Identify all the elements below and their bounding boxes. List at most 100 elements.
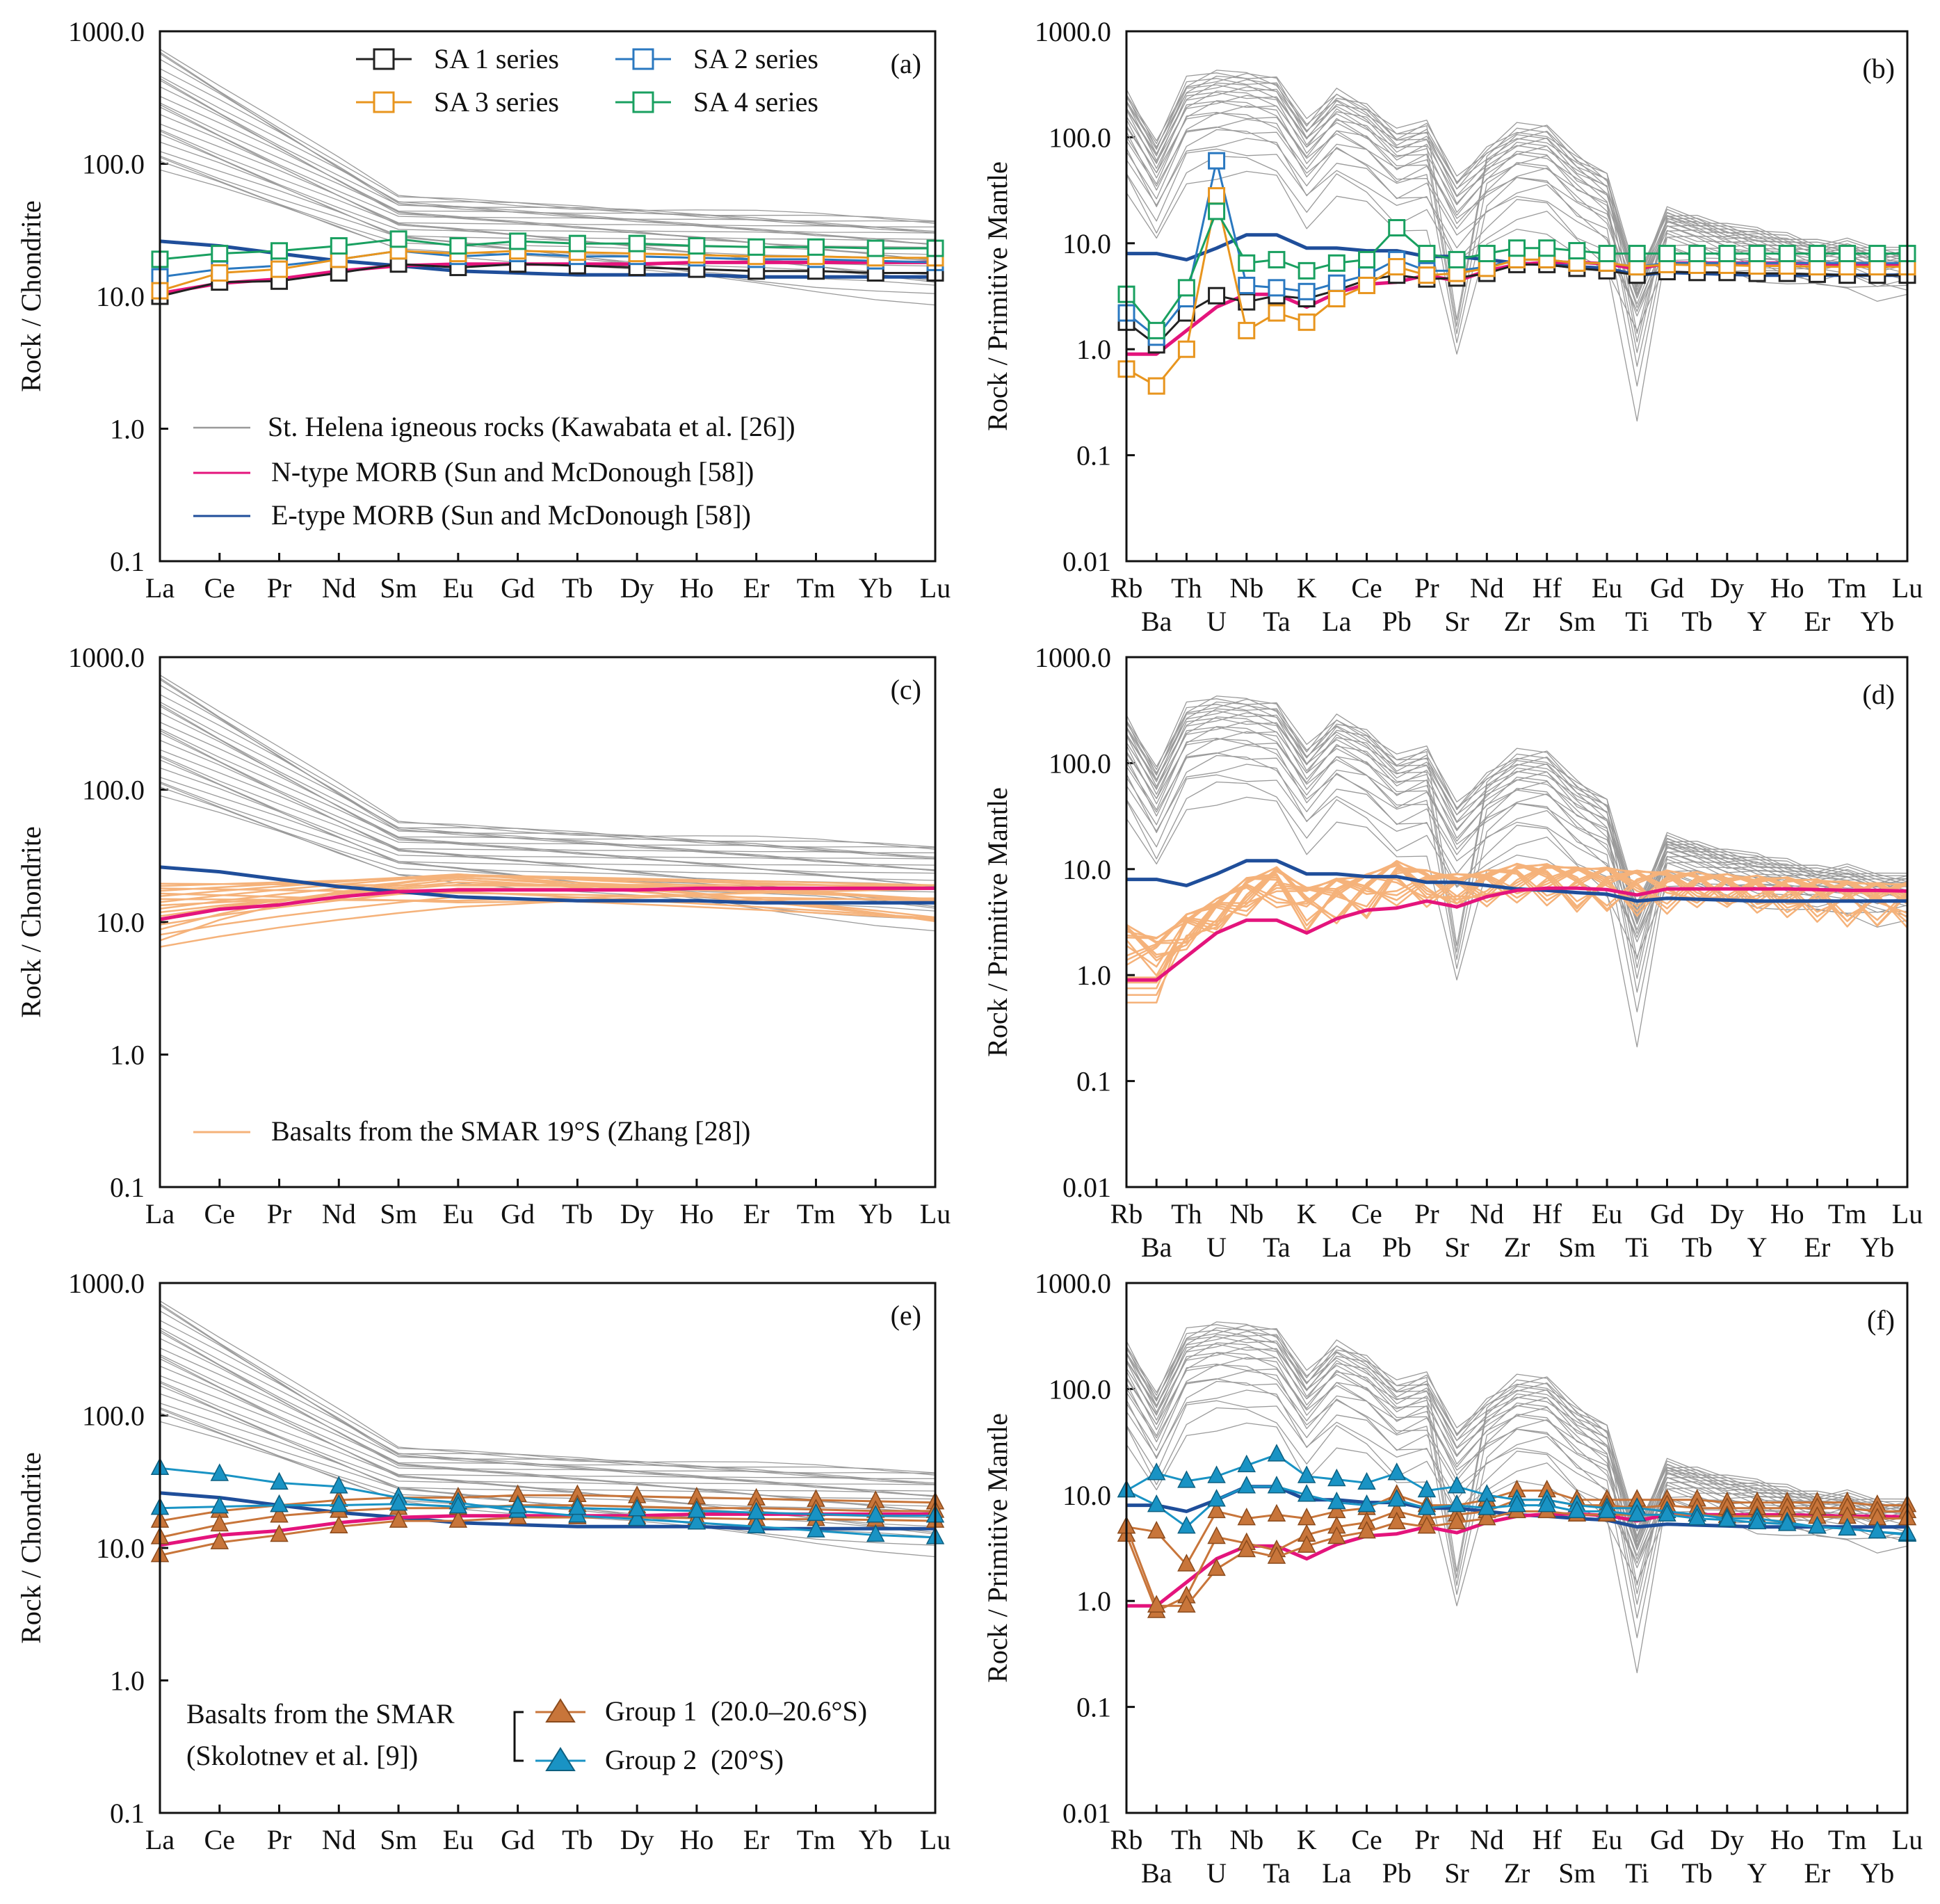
y-tick-label: 1000.0 [1035, 642, 1111, 673]
panel-d-ylabel: Rock / Primitive Mantle [982, 787, 1013, 1057]
x-tick-label: Tb [562, 572, 592, 604]
panel-d-label: (d) [1862, 679, 1895, 710]
helena-line [1126, 72, 1908, 334]
data-point [1357, 1521, 1376, 1539]
data-point [1208, 287, 1226, 305]
data-point [1717, 1509, 1737, 1527]
y-tick-label: 1.0 [110, 1665, 145, 1697]
x-tick-label: Eu [443, 1198, 474, 1229]
helena-line [1126, 1321, 1908, 1537]
helena-line [1126, 75, 1907, 288]
data-point [1448, 250, 1466, 268]
x-tick-label: Rb [1110, 1198, 1143, 1229]
smar-line [159, 892, 936, 903]
data-point [807, 238, 825, 256]
x-tick-label: Sm [1558, 1232, 1595, 1263]
data-point [1208, 187, 1226, 205]
data-point [1208, 202, 1226, 220]
data-point [509, 232, 527, 250]
x-tick-label: Gd [1650, 1824, 1684, 1855]
x-tick-label: Gd [501, 1824, 535, 1855]
data-point [270, 242, 289, 260]
panel-b-label: (b) [1862, 53, 1895, 84]
x-tick-label: Gd [501, 572, 535, 604]
x-tick-label: Pb [1382, 606, 1412, 637]
legend-nmorb-text: N-type MORB (Sun and McDonough [58]) [271, 456, 754, 487]
helena-line [159, 1347, 936, 1497]
data-point [1597, 1500, 1617, 1519]
helena-line [159, 104, 936, 245]
x-tick-label: Yb [859, 1198, 893, 1229]
data-point [747, 238, 766, 256]
x-tick-label: Eu [443, 572, 474, 604]
y-tick-label: 1.0 [1076, 1586, 1111, 1617]
legend-sa4-marker [632, 91, 654, 113]
helena-line [1126, 695, 1908, 911]
x-tick-label: Th [1171, 1198, 1202, 1229]
data-point [1267, 1503, 1286, 1522]
x-tick-label: Nd [322, 1198, 356, 1229]
data-point [627, 1499, 647, 1517]
y-tick-label: 0.1 [110, 546, 145, 577]
panel-c-plot: 1000.0 100.0 10.0 1.0 0.1La Ce Pr Nd Sm Eu Gd Tb Dy H… [68, 642, 951, 1229]
legend-bracket [513, 1711, 524, 1762]
smar-line [1126, 867, 1908, 990]
y-tick-label: 1000.0 [1035, 16, 1111, 47]
data-point [1147, 1462, 1166, 1481]
x-tick-label: Yb [1860, 1232, 1894, 1263]
helena-line [159, 729, 936, 871]
x-tick-label: Hf [1533, 572, 1562, 604]
helena-line [159, 1330, 936, 1484]
x-tick-label: Ho [679, 1198, 713, 1229]
y-tick-label: 100.0 [82, 149, 145, 180]
x-tick-label: Sm [380, 1824, 417, 1855]
data-point [687, 1512, 706, 1530]
x-tick-label: Y [1747, 1232, 1768, 1263]
smar-line [1126, 866, 1908, 957]
x-tick-label: Ce [204, 1198, 235, 1229]
y-tick-label: 1000.0 [1035, 1268, 1111, 1299]
x-tick-label: Dy [1710, 1198, 1744, 1229]
data-point [389, 1493, 408, 1511]
helena-line [159, 102, 936, 246]
data-point [1238, 276, 1256, 294]
helena-line [159, 728, 936, 872]
y-tick-label: 0.1 [1076, 440, 1111, 471]
y-tick-label: 0.01 [1062, 546, 1111, 577]
helena-line [159, 1382, 936, 1513]
helena-line [1126, 72, 1908, 277]
data-point [1327, 254, 1345, 272]
data-point [1628, 245, 1646, 263]
data-point [330, 1476, 348, 1494]
helena-line [1126, 118, 1908, 308]
x-tick-label: Dy [620, 572, 654, 604]
x-tick-label: Gd [1650, 1198, 1684, 1229]
data-point [1147, 1494, 1166, 1512]
helena-line [1126, 1400, 1908, 1564]
data-point [1147, 321, 1165, 339]
data-point [1358, 276, 1376, 294]
helena-line [159, 749, 936, 887]
x-tick-label: Pb [1382, 1232, 1412, 1263]
data-point [1268, 304, 1286, 322]
panel-a-frame [159, 30, 937, 563]
data-point [1567, 1500, 1587, 1519]
x-tick-label: Rb [1110, 572, 1143, 604]
x-tick-label: Er [1804, 1857, 1831, 1889]
panel-f-ylabel: Rock / Primitive Mantle [982, 1413, 1013, 1683]
x-tick-label: Er [743, 572, 770, 604]
panel-e-plot: 1000.0 100.0 10.0 1.0 0.1La Ce Pr Nd Sm Eu Gd Tb Dy H… [68, 1268, 951, 1855]
data-point [688, 237, 706, 255]
data-point [210, 1513, 229, 1532]
data-point [449, 237, 467, 255]
data-point [1718, 245, 1736, 263]
panel-a-ylabel: Rock / Chondrite [15, 200, 47, 392]
data-point [1177, 1595, 1196, 1613]
emorb-line [159, 239, 935, 279]
series-line [159, 1504, 935, 1539]
x-tick-label: K [1297, 1824, 1317, 1855]
data-point [1147, 377, 1165, 395]
data-point [211, 245, 229, 263]
helena-line [1126, 1327, 1907, 1540]
x-tick-label: Ba [1141, 606, 1172, 637]
